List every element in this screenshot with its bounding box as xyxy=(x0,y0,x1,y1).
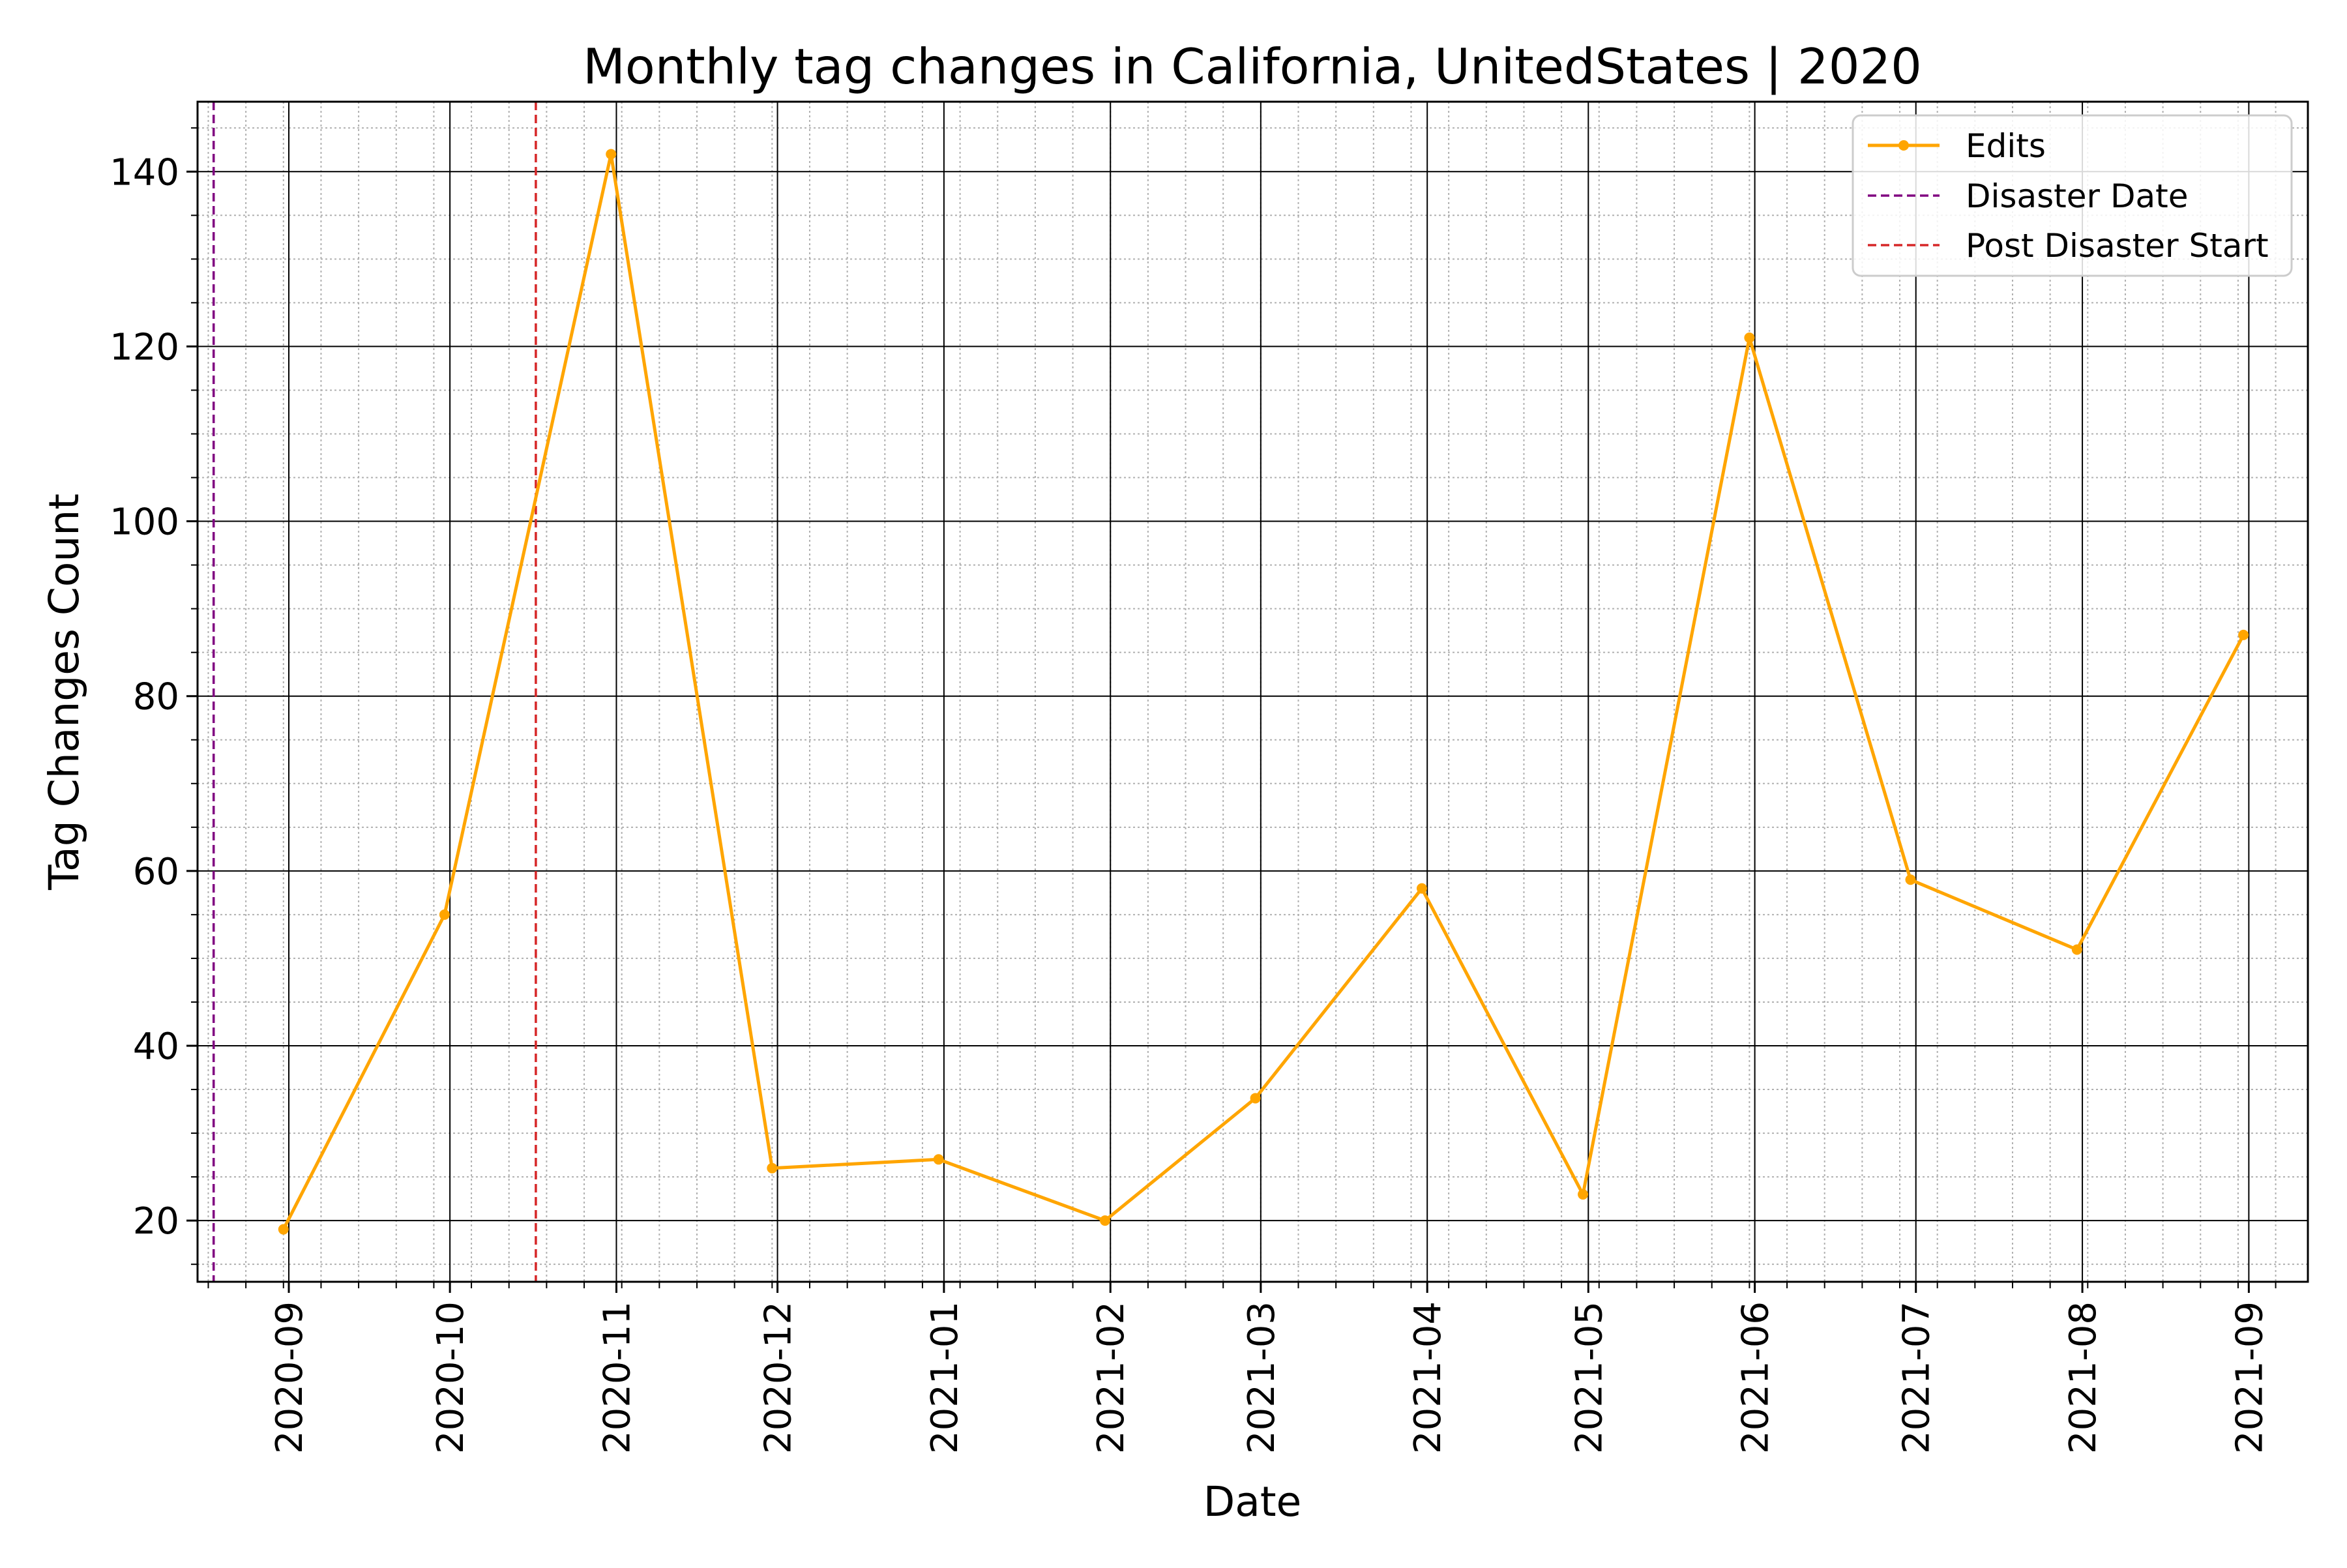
data-point xyxy=(1416,883,1427,894)
x-tick-label: 2021-08 xyxy=(2062,1301,2104,1454)
x-tick-label: 2020-10 xyxy=(430,1301,472,1454)
x-tick-label: 2020-11 xyxy=(596,1301,638,1454)
x-tick-label: 2021-05 xyxy=(1568,1301,1610,1454)
chart-title: Monthly tag changes in California, Unite… xyxy=(583,38,1922,95)
x-tick-label: 2021-03 xyxy=(1241,1301,1283,1454)
y-tick-label: 120 xyxy=(110,326,179,368)
y-tick-label: 60 xyxy=(133,851,179,893)
data-point xyxy=(606,149,617,160)
x-axis-ticks: 2020-09 2020-10 2020-11 2020-12 2021-01 2021-… xyxy=(207,1282,2277,1454)
plot-frame xyxy=(196,100,2309,1283)
x-tick-label: 2021-09 xyxy=(2228,1301,2271,1454)
legend-label-edits: Edits xyxy=(1966,127,2046,165)
x-tick-label: 2021-07 xyxy=(1896,1301,1938,1454)
major-grid xyxy=(198,102,2308,1282)
x-tick-label: 2020-12 xyxy=(758,1301,800,1454)
data-point xyxy=(1099,1215,1110,1226)
data-point xyxy=(1905,874,1916,885)
data-point xyxy=(933,1154,944,1165)
data-point xyxy=(2238,629,2249,640)
x-axis-label: Date xyxy=(1203,1478,1302,1526)
legend: Edits Disaster Date Post Disaster Start xyxy=(1852,114,2293,277)
series-layer xyxy=(278,149,2249,1235)
y-tick-label: 80 xyxy=(133,676,179,718)
data-point xyxy=(278,1224,289,1235)
data-point xyxy=(1578,1189,1589,1200)
y-tick-label: 20 xyxy=(133,1200,179,1243)
x-tick-label: 2021-02 xyxy=(1090,1301,1132,1454)
legend-label-post-disaster-start: Post Disaster Start xyxy=(1966,227,2269,265)
x-tick-label: 2021-01 xyxy=(924,1301,966,1454)
legend-edits-marker xyxy=(1898,140,1909,151)
data-point xyxy=(1250,1093,1261,1104)
legend-label-disaster-date: Disaster Date xyxy=(1966,177,2188,215)
y-axis-ticks: 20 40 60 80 100 120 140 xyxy=(110,127,198,1265)
x-tick-label: 2020-09 xyxy=(269,1301,311,1454)
y-tick-label: 100 xyxy=(110,501,179,544)
y-tick-label: 40 xyxy=(133,1026,179,1068)
y-axis-label: Tag Changes Count xyxy=(40,494,88,891)
x-tick-label: 2021-06 xyxy=(1735,1301,1777,1454)
x-tick-label: 2021-04 xyxy=(1407,1301,1449,1454)
reference-lines xyxy=(212,102,537,1282)
data-point xyxy=(2071,944,2082,955)
data-point xyxy=(767,1162,778,1174)
data-point xyxy=(439,909,450,920)
data-point xyxy=(1744,333,1755,343)
legend-box xyxy=(1852,114,2293,277)
y-tick-label: 140 xyxy=(110,151,179,194)
